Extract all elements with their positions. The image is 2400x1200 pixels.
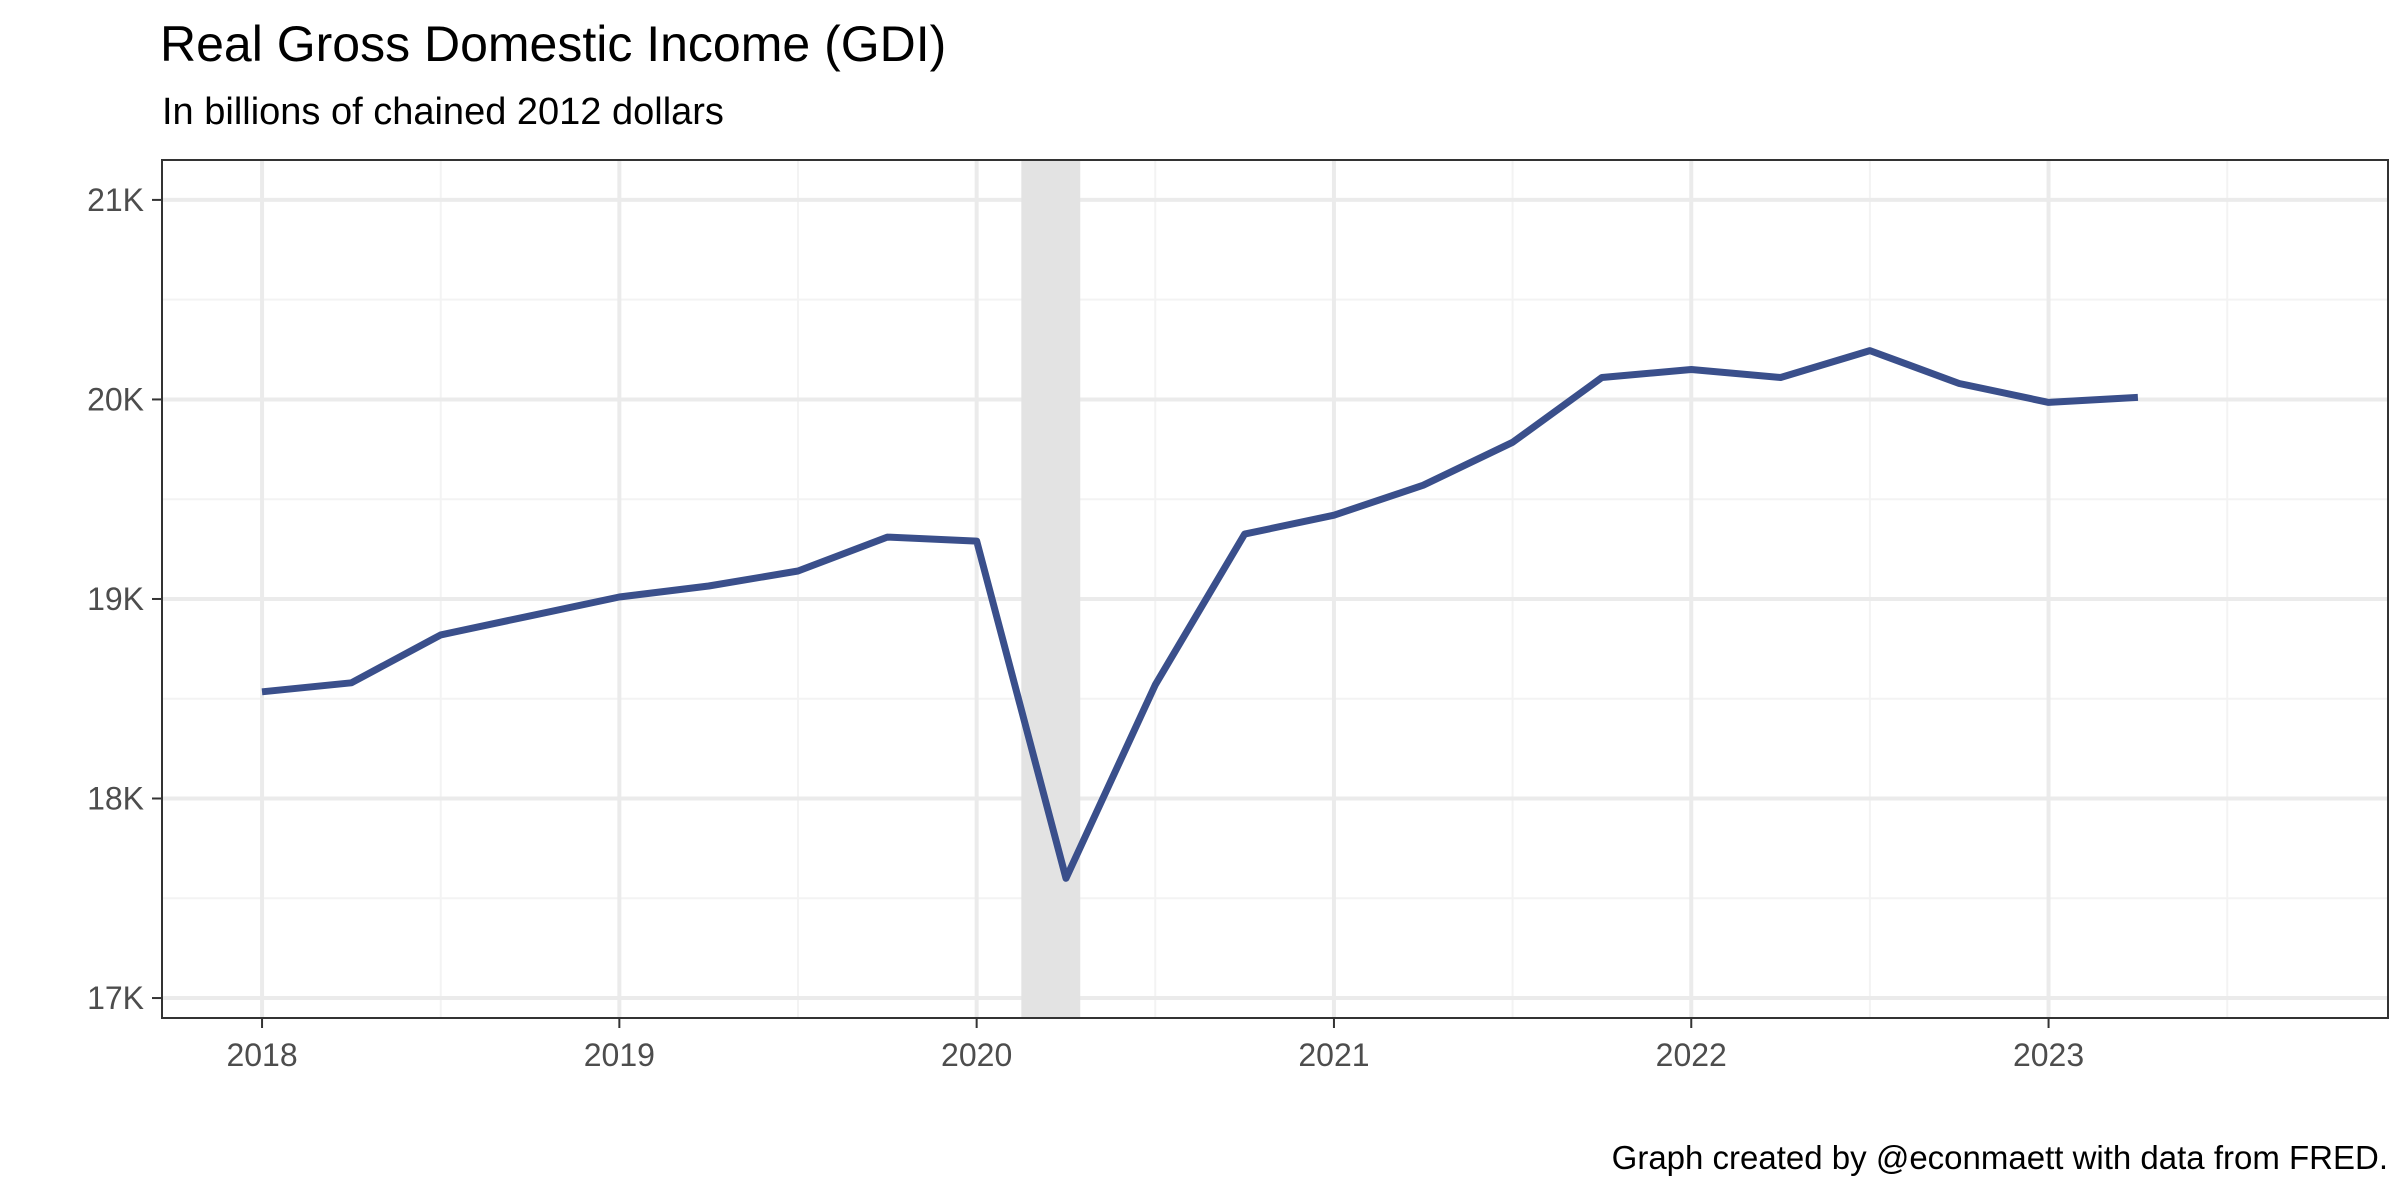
gdi-data-point — [976, 541, 977, 542]
gdi-data-point — [1512, 442, 1513, 443]
gdi-data-point — [440, 634, 441, 635]
x-tick-label: 2020 — [941, 1037, 1012, 1073]
y-axis: 17K 18K 19K 20K 21K — [87, 182, 162, 1016]
gdi-data-point — [1691, 369, 1692, 370]
x-tick-label: 2019 — [584, 1037, 655, 1073]
gdi-series-line — [261, 347, 2139, 882]
gdi-data-point — [1333, 515, 1334, 516]
x-tick-label: 2023 — [2013, 1037, 2084, 1073]
gdi-data-point — [1959, 383, 1960, 384]
gdi-data-point — [262, 691, 263, 692]
gdi-data-point — [798, 571, 799, 572]
gdi-data-point — [619, 596, 620, 597]
y-tick-label: 20K — [87, 381, 144, 417]
gdi-data-point — [708, 586, 709, 587]
gdi-data-point — [887, 537, 888, 538]
gdi-data-point — [1423, 485, 1424, 486]
recession-shading — [1021, 160, 1081, 1018]
gdi-data-point — [1601, 377, 1602, 378]
y-tick-label: 21K — [87, 182, 144, 218]
gdi-data-point — [351, 682, 352, 683]
plot-panel-background — [162, 160, 2388, 1018]
gdi-data-point — [1065, 878, 1066, 879]
gdi-data-point — [1869, 350, 1870, 351]
gdi-data-point — [1244, 534, 1245, 535]
gdi-data-point — [2137, 397, 2138, 398]
grid-lines — [162, 160, 2388, 1018]
chart-title: Real Gross Domestic Income (GDI) — [160, 16, 947, 72]
gdi-data-point — [1155, 684, 1156, 685]
plot-panel-border — [161, 159, 2389, 1019]
gdi-data-point — [1780, 377, 1781, 378]
gdi-data-point — [530, 615, 531, 616]
chart-caption: Graph created by @econmaett with data fr… — [1611, 1139, 2388, 1176]
x-tick-label: 2018 — [226, 1037, 297, 1073]
x-axis: 2018 2019 2020 2021 2022 2023 — [226, 1018, 2084, 1073]
gdi-data-point — [2048, 402, 2049, 403]
chart-subtitle: In billions of chained 2012 dollars — [162, 91, 724, 133]
x-tick-label: 2022 — [1656, 1037, 1727, 1073]
y-tick-label: 19K — [87, 581, 144, 617]
x-tick-label: 2021 — [1298, 1037, 1369, 1073]
recession-band — [1021, 160, 1081, 1018]
series-lines — [261, 347, 2139, 882]
y-tick-label: 17K — [87, 980, 144, 1016]
y-tick-label: 18K — [87, 781, 144, 817]
